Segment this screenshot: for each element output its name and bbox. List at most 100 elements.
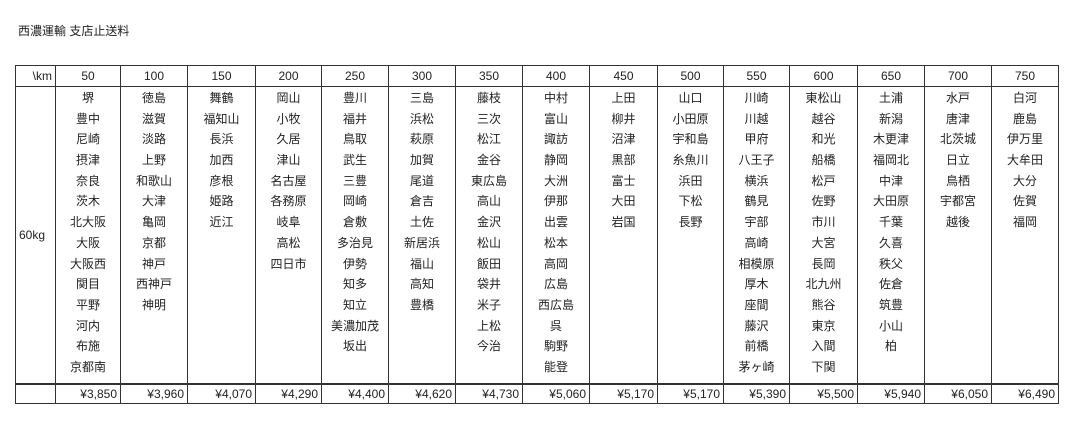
branch-name: 大阪西 (69, 256, 106, 271)
branch-name: 下関 (811, 359, 836, 374)
branch-name: 袋井 (476, 277, 501, 292)
branch-list-200: 岡山 小牧 久居 津山 名古屋 各務原 岐阜 高松 四日市 (255, 86, 322, 385)
branch-name: 関目 (75, 277, 100, 292)
branch-name: 鹿島 (1012, 111, 1037, 126)
branch-name: 能登 (543, 359, 568, 374)
branch-name: 坂出 (342, 339, 367, 354)
distance-header-600: 600 (789, 65, 858, 87)
branch-name: 多治見 (336, 235, 373, 250)
branch-name: 諏訪 (543, 132, 568, 147)
price-750: ¥6,490 (991, 383, 1059, 404)
distance-header-700: 700 (924, 65, 992, 87)
branch-name: 駒野 (543, 339, 568, 354)
distance-header-100: 100 (120, 65, 188, 87)
branch-name: 金谷 (476, 153, 501, 168)
branch-name: 岐阜 (276, 215, 301, 230)
price-700: ¥6,050 (924, 383, 992, 404)
branch-name: 豊橋 (409, 297, 434, 312)
branch-name: 各務原 (270, 194, 307, 209)
branch-name: 北茨城 (939, 132, 976, 147)
price-empty-cell (15, 383, 56, 404)
branch-name: 筑豊 (878, 297, 903, 312)
branch-name: 倉吉 (409, 194, 434, 209)
branch-name: 近江 (209, 215, 234, 230)
branch-list-400: 中村 富山 諏訪 静岡 大洲 伊那 出雲 松本 高岡 広島 西広島呉駒野 能登 (522, 86, 590, 385)
branch-name: 神明 (141, 297, 166, 312)
branch-name: 日立 (945, 153, 970, 168)
price-500: ¥5,170 (657, 383, 724, 404)
branch-name: 長野 (678, 215, 703, 230)
branch-name: 相模原 (738, 256, 775, 271)
branch-name: 秩父 (878, 256, 903, 271)
branch-name: 市川 (811, 215, 836, 230)
branch-name: 四日市 (270, 256, 307, 271)
branch-name: 越後 (945, 215, 970, 230)
branch-name: 知立 (342, 297, 367, 312)
branch-name: 岡山 (276, 91, 301, 105)
price-600: ¥5,500 (789, 383, 858, 404)
branch-name: 高知 (409, 277, 434, 292)
branch-name: 熊谷 (811, 297, 836, 312)
branch-name: 沼津 (611, 132, 636, 147)
branch-name: 呉 (549, 318, 562, 333)
branch-name: 加賀 (409, 153, 434, 168)
branch-name: 松山 (476, 235, 501, 250)
branch-name: 高岡 (543, 256, 568, 271)
branch-name: 三島 (409, 91, 434, 105)
branch-name: 横浜 (744, 173, 769, 188)
distance-header-200: 200 (255, 65, 322, 87)
branch-name: 厚木 (744, 277, 769, 292)
branch-name: 浜松 (409, 111, 434, 126)
branch-name: 船橋 (811, 153, 836, 168)
branch-name: 高松 (276, 235, 301, 250)
branch-name: 名古屋 (270, 173, 307, 188)
shipping-rate-table: \km 50 100 150 200 250 300 350 400 450 500 550 600 6… (15, 65, 1059, 404)
branch-list-500: 山口 小田原 宇和島 糸魚川 浜田 下松 長野 (657, 86, 724, 385)
branch-list-650: 土浦 新潟 木更津 福岡北 中津 大田原 千葉 久喜 秩父 佐倉 筑豊 小山柏 (857, 86, 925, 385)
branch-name: 上野 (141, 153, 166, 168)
branch-name: 土佐 (409, 215, 434, 230)
branch-name: 上松 (476, 318, 501, 333)
branch-name: 広島 (543, 277, 568, 292)
branch-name: 柏 (884, 339, 897, 354)
branch-name: 久喜 (878, 235, 903, 250)
price-350: ¥4,730 (455, 383, 523, 404)
branch-name: 京都 (141, 235, 166, 250)
header-row: \km 50 100 150 200 250 300 350 400 450 500 550 600 6… (15, 65, 1059, 87)
branch-list-250: 豊川 福井 鳥取 武生 三豊 岡崎 倉敷 多治見 伊勢 知多 知立 美濃加茂 坂出 (321, 86, 389, 385)
branch-name: 富士 (611, 173, 636, 188)
branch-name: 北大阪 (69, 215, 106, 230)
branch-name: 下松 (678, 194, 703, 209)
price-550: ¥5,390 (723, 383, 790, 404)
branch-name: 宇和島 (672, 132, 709, 147)
distance-header-300: 300 (388, 65, 456, 87)
branch-name: 入間 (811, 339, 836, 354)
branch-name: 浜田 (678, 173, 703, 188)
price-250: ¥4,400 (321, 383, 389, 404)
branch-name: 和歌山 (135, 173, 172, 188)
branch-name: 黒部 (611, 153, 636, 168)
branch-name: 金沢 (476, 215, 501, 230)
distance-header-400: 400 (522, 65, 590, 87)
branch-name: 平野 (75, 297, 100, 312)
branch-name: 白河 (1012, 91, 1037, 105)
branch-name: 摂津 (75, 153, 100, 168)
branch-name: 中津 (878, 173, 903, 188)
branch-name: 大分 (1012, 173, 1037, 188)
branch-name: 柳井 (611, 111, 636, 126)
distance-header-250: 250 (321, 65, 389, 87)
branch-name: 小牧 (276, 111, 301, 126)
branch-name: 高山 (476, 194, 501, 209)
price-50: ¥3,850 (55, 383, 121, 404)
branch-name: 姫路 (209, 194, 234, 209)
branch-name: 大津 (141, 194, 166, 209)
branch-name: 大阪 (75, 235, 100, 250)
branch-name: 武生 (342, 153, 367, 168)
branch-name: 前橋 (744, 339, 769, 354)
branch-name: 岡崎 (342, 194, 367, 209)
price-400: ¥5,060 (522, 383, 590, 404)
distance-header-550: 550 (723, 65, 790, 87)
branch-name: 久居 (276, 132, 301, 147)
branch-name: 堺 (81, 91, 94, 105)
branch-name: 佐賀 (1012, 194, 1037, 209)
